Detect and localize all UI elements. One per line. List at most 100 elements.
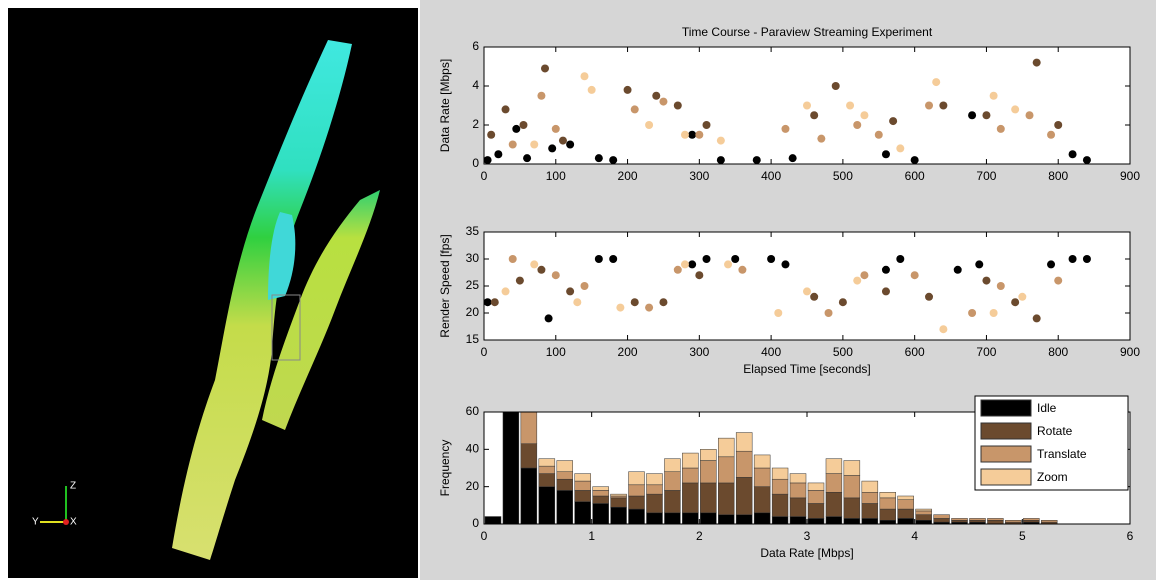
point	[490, 298, 499, 307]
bar-segment	[538, 473, 556, 487]
bar-segment	[861, 503, 879, 519]
point	[968, 309, 977, 317]
point	[673, 265, 682, 274]
point	[788, 154, 797, 163]
bar-segment	[789, 482, 807, 499]
vessel-branch	[262, 190, 380, 430]
gizmo-x	[63, 519, 69, 525]
point	[623, 85, 632, 94]
point	[996, 282, 1005, 290]
point	[896, 144, 905, 153]
x-tick-label: 500	[833, 169, 853, 183]
bar-segment	[538, 458, 556, 467]
bar-segment	[735, 514, 753, 524]
bar-segment	[861, 480, 879, 493]
bar-segment	[682, 452, 699, 469]
bar-segment	[574, 473, 591, 482]
chart-title: Time Course - Paraview Streaming Experim…	[682, 25, 933, 39]
point	[659, 97, 668, 106]
point	[989, 91, 998, 100]
bar-segment	[789, 497, 807, 517]
y-axis-label: Data Rate [Mbps]	[438, 59, 452, 152]
point	[537, 91, 546, 100]
bar-segment	[664, 458, 681, 472]
bar-segment	[1023, 520, 1040, 523]
bar-segment	[664, 490, 681, 514]
point	[731, 255, 740, 263]
point	[551, 271, 560, 280]
plot-marks	[483, 58, 1091, 165]
bar-segment	[682, 482, 699, 514]
point	[932, 78, 941, 87]
bar-segment	[1023, 518, 1040, 521]
point	[881, 287, 890, 296]
point	[616, 303, 625, 312]
point	[501, 287, 510, 296]
point	[996, 124, 1005, 133]
point	[652, 91, 661, 100]
x-tick-label: 6	[1127, 529, 1134, 543]
bar-segment	[789, 473, 807, 484]
point	[659, 298, 668, 307]
point	[544, 314, 553, 323]
x-tick-label: 0	[481, 529, 488, 543]
bar-segment	[574, 490, 591, 502]
bar-segment	[753, 512, 771, 524]
bar-segment	[718, 482, 735, 515]
point	[523, 154, 532, 163]
vessel-trunk	[172, 40, 352, 560]
point	[803, 287, 811, 296]
point	[874, 130, 883, 139]
point	[939, 101, 948, 110]
point	[989, 309, 998, 317]
point	[910, 271, 919, 280]
point	[1032, 58, 1041, 67]
bar-segment	[646, 484, 663, 495]
bar-segment	[610, 497, 627, 508]
legend-swatch	[980, 422, 1032, 440]
bar-segment	[843, 475, 861, 499]
point	[824, 309, 833, 317]
bar-segment	[682, 512, 699, 524]
bar-segment	[807, 482, 825, 491]
point	[566, 287, 575, 296]
point	[738, 265, 747, 274]
legend-swatch	[980, 445, 1032, 463]
point	[881, 265, 890, 274]
point	[925, 101, 934, 110]
point	[803, 101, 811, 110]
point	[1047, 130, 1056, 139]
point	[860, 111, 869, 120]
bar-segment	[718, 514, 735, 524]
bar-segment	[628, 495, 645, 510]
point	[781, 124, 790, 133]
point	[558, 136, 567, 145]
point	[752, 156, 761, 165]
bar-segment	[825, 492, 843, 517]
x-tick-label: 200	[618, 345, 638, 359]
point	[609, 156, 618, 165]
bar-segment	[969, 520, 986, 523]
bar-segment	[700, 460, 717, 484]
bar-segment	[915, 514, 932, 521]
plot-frame	[483, 46, 1131, 165]
y-tick-label: 35	[466, 224, 480, 238]
point	[817, 134, 826, 143]
point	[953, 265, 962, 274]
bar-segment	[879, 508, 896, 521]
x-tick-label: 100	[546, 345, 566, 359]
point	[982, 111, 991, 120]
bar-segment	[969, 518, 986, 521]
x-tick-label: 5	[1019, 529, 1026, 543]
bar-segment	[897, 508, 914, 519]
bar-segment	[735, 477, 753, 515]
point	[889, 117, 898, 126]
bar-segment	[987, 518, 1004, 521]
bar-segment	[861, 492, 879, 504]
point	[645, 303, 654, 312]
point	[939, 325, 948, 334]
y-tick-label: 30	[466, 251, 480, 265]
bar-segment	[628, 484, 645, 497]
vessel-model	[172, 40, 380, 560]
point	[680, 130, 689, 139]
